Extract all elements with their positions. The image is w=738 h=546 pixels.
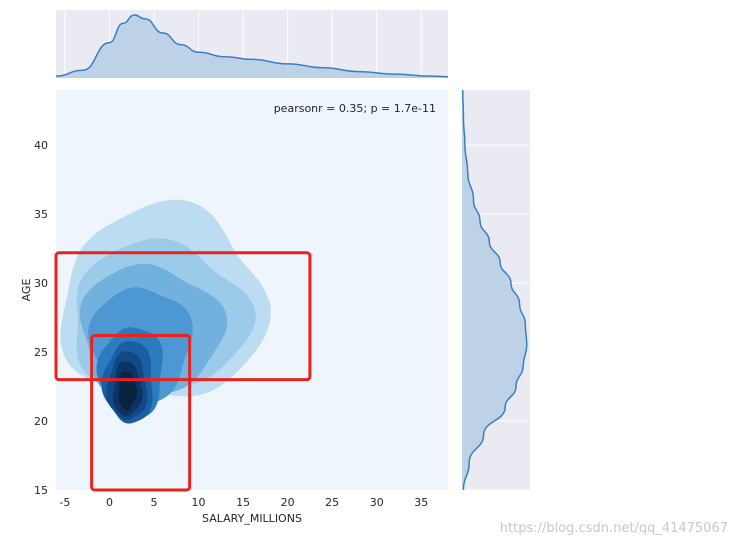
top-marginal-kde <box>55 14 449 78</box>
top-kde-line <box>55 14 449 78</box>
x-tick-label: 25 <box>325 496 339 509</box>
y-tick-label: 20 <box>34 415 48 428</box>
y-tick-label: 35 <box>34 208 48 221</box>
x-axis-ticks: -5 0 5 10 15 20 25 30 35 <box>59 496 428 509</box>
x-tick-label: 30 <box>370 496 384 509</box>
x-tick-label: 5 <box>151 496 158 509</box>
y-tick-label: 25 <box>34 346 48 359</box>
x-tick-label: -5 <box>59 496 70 509</box>
x-tick-label: 20 <box>281 496 295 509</box>
kde-contour-level-9 <box>118 372 138 411</box>
y-axis-ticks: 15 20 25 30 35 40 <box>34 139 48 497</box>
y-tick-label: 30 <box>34 277 48 290</box>
right-kde-fill <box>462 90 527 490</box>
y-axis-label: AGE <box>20 279 33 302</box>
y-tick-label: 40 <box>34 139 48 152</box>
top-kde-fill <box>56 15 448 78</box>
x-tick-label: 35 <box>414 496 428 509</box>
x-tick-label: 0 <box>106 496 113 509</box>
pearson-annotation: pearsonr = 0.35; p = 1.7e-11 <box>274 102 436 115</box>
highlight-box-1 <box>54 251 312 382</box>
x-tick-label: 10 <box>192 496 206 509</box>
right-marginal-kde <box>461 89 528 491</box>
x-axis-label: SALARY_MILLIONS <box>202 512 302 525</box>
y-tick-label: 15 <box>34 484 48 497</box>
x-tick-label: 15 <box>236 496 250 509</box>
highlight-box-2 <box>90 334 192 492</box>
watermark: https://blog.csdn.net/qq_41475067 <box>500 521 728 536</box>
highlight-boxes <box>54 251 312 492</box>
right-kde-line <box>461 89 528 491</box>
